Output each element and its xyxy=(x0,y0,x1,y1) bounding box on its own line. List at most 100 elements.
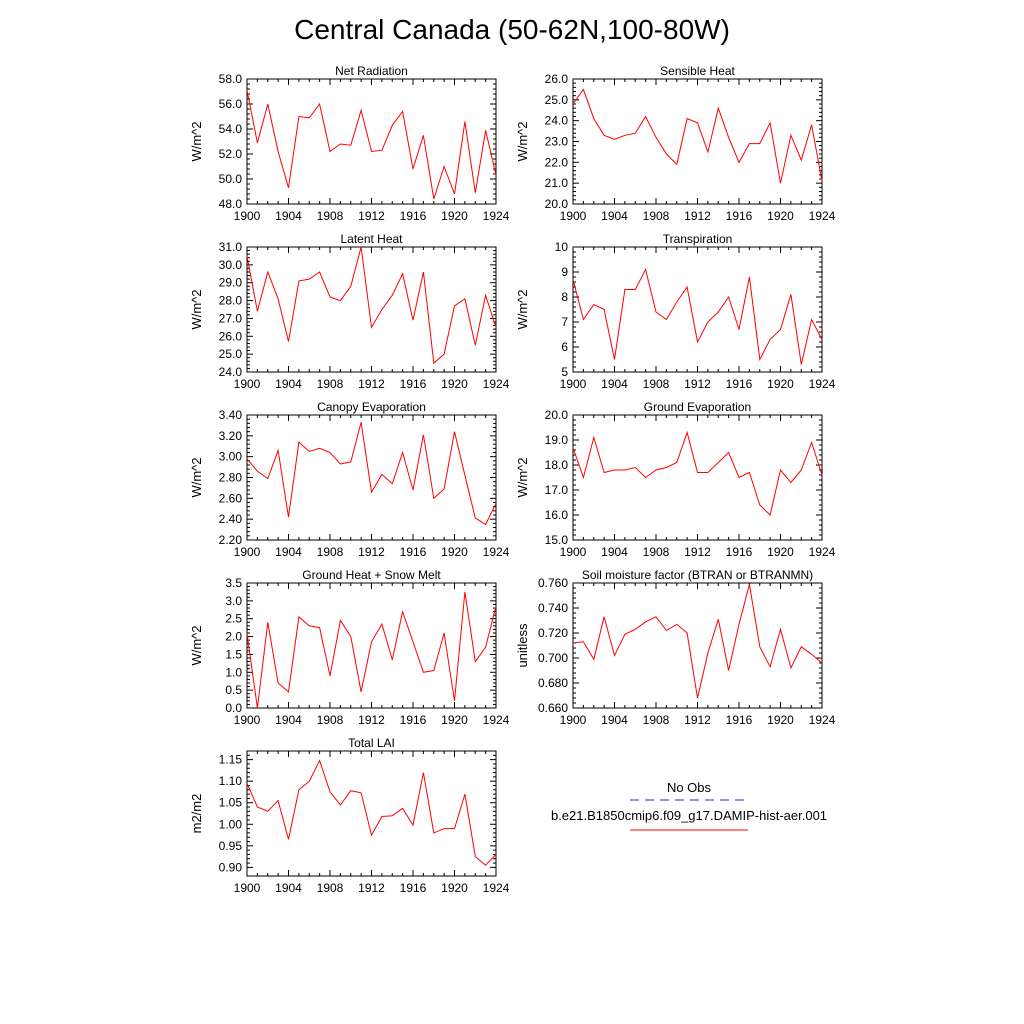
x-tick-label: 1924 xyxy=(809,377,836,391)
x-tick-label: 1924 xyxy=(809,713,836,727)
x-tick-label: 1900 xyxy=(234,377,261,391)
panel-title: Soil moisture factor (BTRAN or BTRANMN) xyxy=(582,568,813,582)
y-tick-label: 15.0 xyxy=(545,533,569,547)
y-tick-label: 3.00 xyxy=(219,450,243,464)
y-axis-label: W/m^2 xyxy=(189,625,204,665)
y-tick-label: 56.0 xyxy=(219,97,243,111)
x-tick-label: 1916 xyxy=(400,713,427,727)
x-tick-label: 1908 xyxy=(643,713,670,727)
y-tick-label: 20.0 xyxy=(545,408,569,422)
series-line xyxy=(246,422,497,526)
y-tick-label: 3.20 xyxy=(219,429,243,443)
y-tick-label: 29.0 xyxy=(219,276,243,290)
y-tick-label: 2.80 xyxy=(219,471,243,485)
x-tick-label: 1904 xyxy=(601,209,628,223)
y-axis-label: W/m^2 xyxy=(189,457,204,497)
panel-frame xyxy=(246,78,497,205)
y-tick-label: 26.0 xyxy=(545,72,569,86)
y-tick-label: 1.05 xyxy=(219,796,243,810)
y-tick-label: 0.680 xyxy=(538,676,568,690)
y-tick-label: 26.0 xyxy=(219,329,243,343)
x-tick-label: 1920 xyxy=(767,713,794,727)
x-tick-label: 1900 xyxy=(560,713,587,727)
legend-label: b.e21.B1850cmip6.f09_g17.DAMIP-hist-aer.… xyxy=(551,808,827,823)
y-tick-label: 2.0 xyxy=(225,630,242,644)
x-tick-label: 1916 xyxy=(726,377,753,391)
x-tick-label: 1920 xyxy=(441,713,468,727)
x-tick-label: 1904 xyxy=(275,209,302,223)
y-axis-label: W/m^2 xyxy=(515,457,530,497)
x-tick-label: 1912 xyxy=(684,377,711,391)
x-tick-label: 1904 xyxy=(275,713,302,727)
x-tick-label: 1900 xyxy=(234,545,261,559)
x-tick-label: 1924 xyxy=(809,209,836,223)
panel-title: Transpiration xyxy=(663,232,733,246)
panel-frame xyxy=(572,246,823,373)
y-tick-label: 0.0 xyxy=(225,701,242,715)
y-tick-label: 0.90 xyxy=(219,860,243,874)
panel-title: Total LAI xyxy=(348,736,395,750)
y-tick-label: 2.5 xyxy=(225,612,242,626)
y-tick-label: 48.0 xyxy=(219,197,243,211)
panel-title: Ground Heat + Snow Melt xyxy=(302,568,441,582)
y-tick-label: 31.0 xyxy=(219,240,243,254)
panel-frame xyxy=(246,414,497,541)
y-tick-label: 1.10 xyxy=(219,774,243,788)
y-tick-label: 23.0 xyxy=(545,135,569,149)
y-tick-label: 7 xyxy=(561,315,568,329)
y-tick-label: 21.0 xyxy=(545,176,569,190)
x-tick-label: 1908 xyxy=(317,881,344,895)
y-tick-label: 0.740 xyxy=(538,601,568,615)
series-line xyxy=(572,268,823,365)
y-axis-label: W/m^2 xyxy=(515,289,530,329)
x-tick-label: 1912 xyxy=(684,545,711,559)
series-line xyxy=(572,88,823,184)
panel-frame xyxy=(572,78,823,205)
panel-title: Canopy Evaporation xyxy=(317,400,426,414)
y-tick-label: 3.40 xyxy=(219,408,243,422)
y-axis-label: unitless xyxy=(515,623,530,668)
y-tick-label: 3.0 xyxy=(225,594,242,608)
y-tick-label: 24.0 xyxy=(545,114,569,128)
legend-label: No Obs xyxy=(667,780,712,795)
panel-frame xyxy=(246,246,497,373)
x-tick-label: 1900 xyxy=(560,377,587,391)
y-axis-label: W/m^2 xyxy=(515,121,530,161)
y-tick-label: 17.0 xyxy=(545,483,569,497)
y-tick-label: 1.00 xyxy=(219,817,243,831)
panel-title: Sensible Heat xyxy=(660,64,735,78)
x-tick-label: 1900 xyxy=(234,881,261,895)
x-tick-label: 1908 xyxy=(643,377,670,391)
y-tick-label: 2.20 xyxy=(219,533,243,547)
y-tick-label: 10 xyxy=(555,240,569,254)
y-tick-label: 1.15 xyxy=(219,753,243,767)
x-tick-label: 1920 xyxy=(441,377,468,391)
panel-title: Ground Evaporation xyxy=(644,400,751,414)
y-tick-label: 22.0 xyxy=(545,155,569,169)
x-tick-label: 1920 xyxy=(767,545,794,559)
y-tick-label: 0.95 xyxy=(219,839,243,853)
x-tick-label: 1908 xyxy=(317,209,344,223)
y-tick-label: 25.0 xyxy=(219,347,243,361)
y-tick-label: 0.760 xyxy=(538,576,568,590)
y-tick-label: 27.0 xyxy=(219,311,243,325)
x-tick-label: 1916 xyxy=(726,209,753,223)
y-tick-label: 50.0 xyxy=(219,172,243,186)
series-line xyxy=(246,246,497,365)
x-tick-label: 1916 xyxy=(400,209,427,223)
y-tick-label: 0.660 xyxy=(538,701,568,715)
x-tick-label: 1904 xyxy=(601,545,628,559)
series-line xyxy=(246,591,497,709)
series-line xyxy=(246,759,497,866)
x-tick-label: 1912 xyxy=(358,209,385,223)
y-tick-label: 0.700 xyxy=(538,651,568,665)
x-tick-label: 1924 xyxy=(483,377,510,391)
y-tick-label: 28.0 xyxy=(219,294,243,308)
y-tick-label: 30.0 xyxy=(219,258,243,272)
x-tick-label: 1904 xyxy=(275,377,302,391)
x-tick-label: 1908 xyxy=(317,377,344,391)
x-tick-label: 1904 xyxy=(275,881,302,895)
panel-title: Latent Heat xyxy=(340,232,403,246)
y-tick-label: 1.5 xyxy=(225,647,242,661)
